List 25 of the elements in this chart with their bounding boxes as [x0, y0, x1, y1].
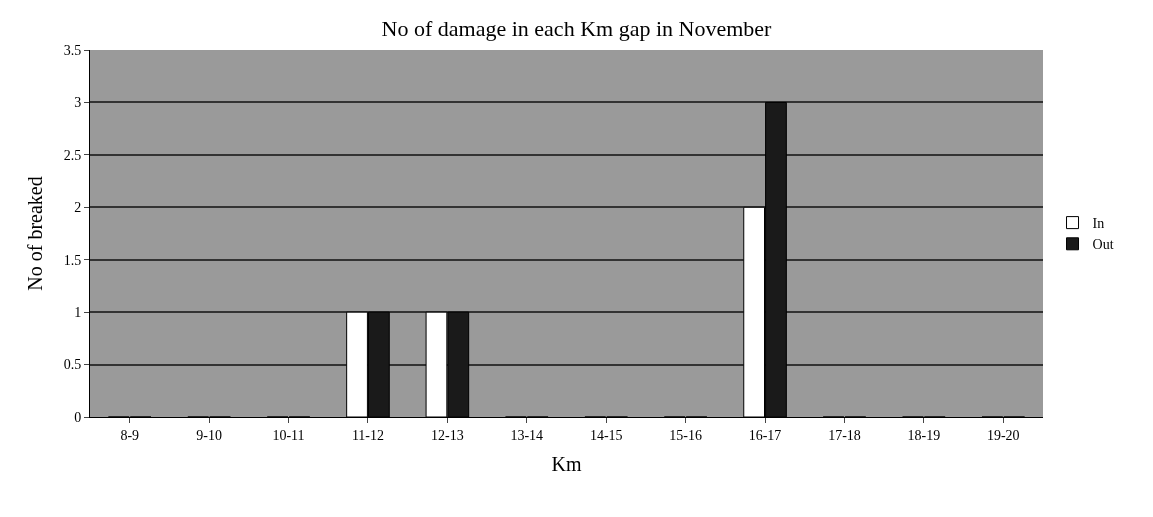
y-tick-label: 0.5: [63, 357, 82, 373]
y-tick-label: 0: [74, 409, 82, 425]
x-tick-label: 19-20: [986, 427, 1020, 443]
x-tick-label: 11-12: [351, 427, 385, 443]
x-tick-label: 14-15: [589, 427, 623, 443]
x-tick-label: 13-14: [510, 427, 544, 443]
x-tick-label: 17-18: [828, 427, 861, 443]
y-axis-title: No of breaked: [24, 176, 47, 291]
x-tick-label: 9-10: [196, 427, 222, 443]
x-tick-label: 10-11: [272, 427, 305, 443]
y-tick-label: 1: [74, 305, 82, 321]
y-tick-label: 3: [74, 95, 82, 111]
y-tick-label: 1.5: [63, 252, 82, 268]
x-tick-label: 16-17: [748, 427, 782, 443]
x-tick-label: 12-13: [431, 427, 464, 443]
x-tick-label: 15-16: [669, 427, 702, 443]
legend-label: In: [1092, 216, 1105, 232]
legend-label: Out: [1092, 237, 1114, 253]
y-tick-label: 2: [74, 200, 82, 216]
chart-title: No of damage in each Km gap in November: [381, 16, 773, 42]
x-tick-label: 8-9: [120, 427, 140, 443]
x-tick-label: 18-19: [907, 427, 941, 443]
y-tick-label: 2.5: [63, 147, 82, 163]
x-axis-title: Km: [551, 453, 582, 476]
y-tick-label: 3.5: [63, 42, 82, 58]
